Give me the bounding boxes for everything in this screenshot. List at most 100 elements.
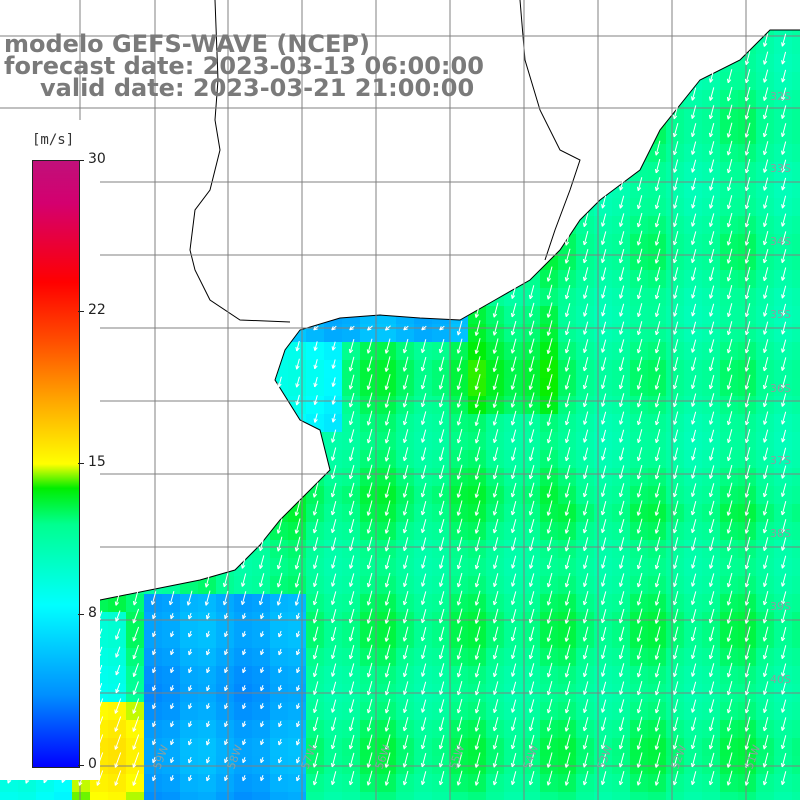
wind-arrow — [188, 667, 193, 674]
wind-arrow — [528, 320, 535, 336]
wind-arrow — [691, 357, 697, 371]
wind-arrow — [564, 554, 571, 570]
wind-cell — [792, 576, 800, 595]
wind-cell — [162, 792, 181, 800]
wind-arrow — [115, 628, 121, 640]
wind-arrow — [601, 573, 607, 587]
wind-cell — [144, 792, 163, 800]
wind-arrow — [564, 662, 571, 678]
wind-arrow — [511, 429, 517, 443]
wind-arrow — [781, 231, 787, 245]
wind-arrow — [691, 213, 697, 227]
wind-cell — [252, 720, 271, 739]
wind-cell — [162, 774, 181, 793]
wind-arrow — [366, 392, 373, 408]
wind-arrow — [636, 536, 643, 552]
wind-arrow — [618, 644, 625, 660]
wind-arrow — [744, 303, 751, 318]
wind-arrow — [691, 231, 697, 245]
wind-arrow — [637, 429, 643, 444]
wind-arrow — [762, 141, 769, 156]
wind-arrow — [384, 338, 391, 354]
wind-arrow — [744, 608, 751, 624]
wind-arrow — [744, 447, 751, 462]
latitude-label: 39S — [770, 600, 791, 613]
wind-arrow — [781, 429, 787, 443]
wind-arrow — [654, 248, 661, 264]
wind-arrow — [654, 266, 661, 282]
wind-arrow — [636, 626, 643, 642]
wind-arrow — [330, 626, 337, 642]
wind-cell — [792, 594, 800, 613]
wind-arrow — [691, 159, 697, 173]
wind-cell — [180, 612, 199, 631]
wind-cell — [234, 666, 253, 685]
wind-cell — [72, 792, 91, 800]
latitude-label: 32S — [770, 90, 791, 103]
wind-arrow — [456, 446, 463, 462]
wind-arrow — [673, 285, 679, 299]
wind-cell — [288, 774, 307, 793]
wind-arrow — [762, 590, 769, 606]
wind-arrow — [781, 321, 787, 335]
wind-cell — [198, 666, 217, 685]
wind-arrow — [206, 612, 211, 620]
wind-arrow — [170, 631, 175, 638]
wind-arrows — [7, 33, 787, 786]
wind-cell — [144, 612, 163, 631]
wind-arrow — [278, 685, 283, 692]
wind-cell — [792, 720, 800, 739]
colorbar-tick-label: 0 — [88, 756, 97, 772]
wind-arrow — [619, 411, 625, 425]
wind-arrow — [726, 518, 733, 534]
wind-arrow — [636, 356, 643, 372]
wind-arrow — [564, 447, 571, 462]
wind-arrow — [456, 626, 463, 642]
wind-arrow — [312, 482, 319, 498]
wind-arrow — [691, 555, 697, 569]
wind-arrow — [132, 626, 140, 642]
wind-arrow — [762, 608, 769, 624]
wind-cell — [252, 612, 271, 631]
wind-arrow — [672, 141, 679, 156]
wind-arrow — [673, 159, 679, 173]
wind-cell — [324, 378, 343, 397]
wind-arrow — [601, 519, 607, 534]
wind-cell — [288, 360, 307, 379]
wind-cell — [0, 792, 19, 800]
wind-cell — [792, 738, 800, 757]
wind-arrow — [474, 662, 481, 678]
wind-arrow — [744, 321, 751, 336]
wind-arrow — [510, 374, 517, 390]
wind-arrow — [619, 177, 625, 191]
wind-cell — [180, 702, 199, 721]
wind-arrow — [636, 338, 643, 354]
wind-arrow — [726, 644, 733, 660]
wind-arrow — [691, 429, 697, 443]
wind-arrow — [331, 591, 337, 605]
wind-arrow — [654, 392, 661, 408]
wind-arrow — [152, 649, 157, 656]
wind-arrow — [744, 177, 751, 192]
wind-arrow — [781, 51, 787, 65]
wind-arrow — [312, 518, 319, 534]
wind-arrow — [474, 572, 481, 588]
wind-arrow — [636, 212, 643, 228]
wind-arrow — [636, 608, 643, 624]
wind-cell — [270, 774, 289, 793]
wind-arrow — [420, 465, 427, 480]
wind-arrow — [619, 465, 625, 479]
wind-cell — [792, 702, 800, 721]
wind-arrow — [763, 339, 769, 354]
wind-arrow — [349, 429, 355, 443]
wind-arrow — [510, 338, 517, 354]
wind-arrow — [384, 590, 391, 606]
wind-arrow — [762, 482, 769, 498]
wind-arrow — [546, 518, 553, 534]
wind-arrow — [564, 248, 571, 264]
wind-arrow — [708, 357, 715, 372]
wind-arrow — [763, 69, 769, 83]
wind-arrow — [474, 482, 481, 498]
